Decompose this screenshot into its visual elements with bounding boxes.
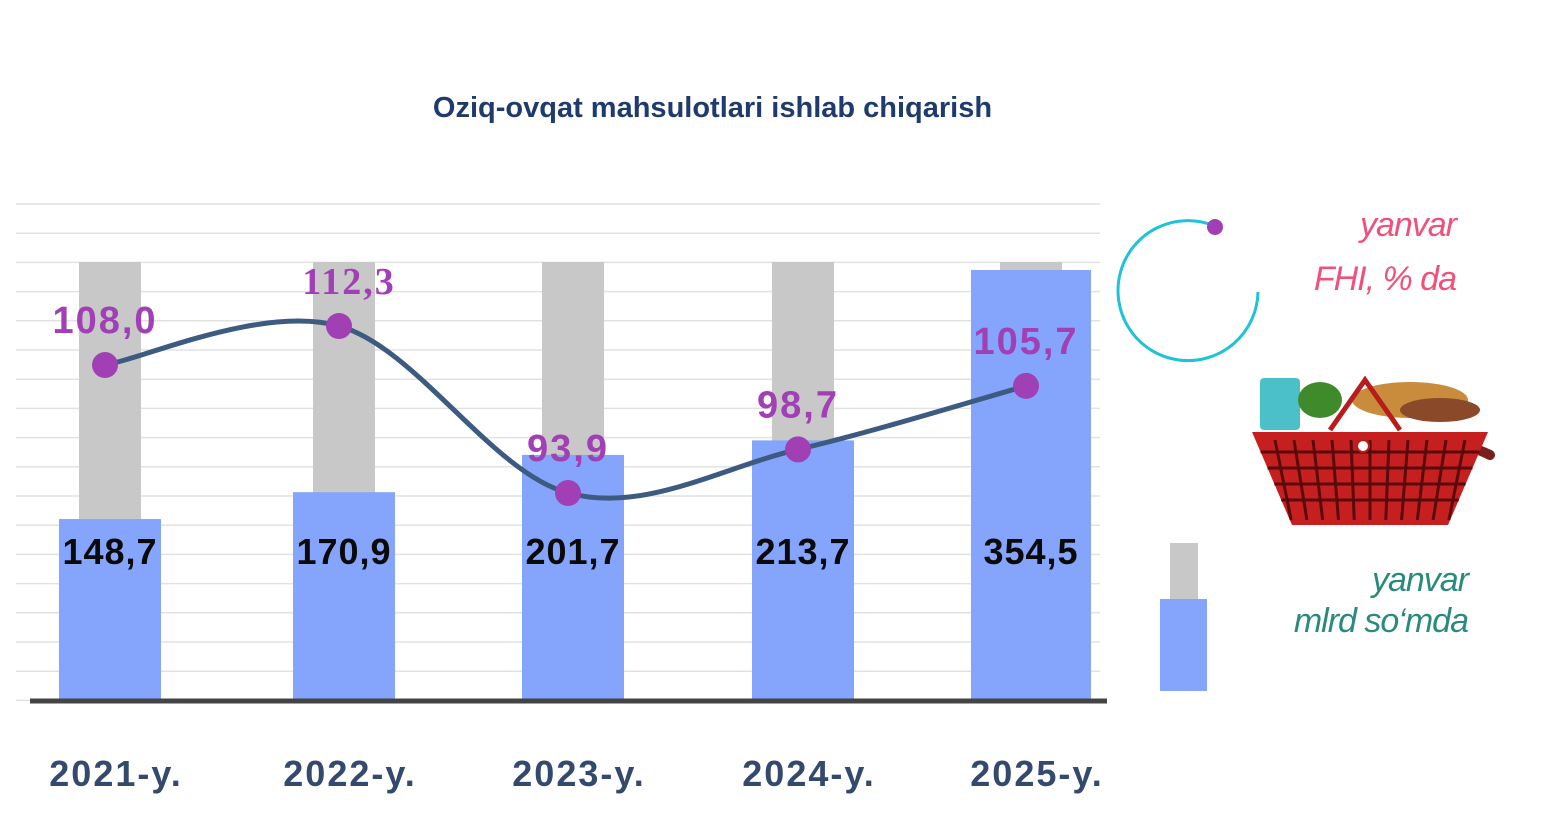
- bar: [752, 440, 854, 699]
- x-tick-label: 2025-y.: [970, 753, 1103, 794]
- bars: [59, 270, 1091, 699]
- x-tick-labels: 2021-y. 2022-y. 2023-y. 2024-y. 2025-y.: [49, 753, 1103, 794]
- chart-title: Oziq-ovqat mahsulotlari ishlab chiqarish: [432, 92, 993, 124]
- x-tick-label: 2022-y.: [283, 753, 416, 794]
- legend-line-label-2: FHI, % da: [1313, 260, 1457, 299]
- x-tick-label: 2024-y.: [742, 753, 875, 794]
- bar: [293, 492, 395, 699]
- bar-value-labels: 148,7 170,9 201,7 213,7 354,5: [62, 531, 1078, 572]
- legend-bar-label-1: yanvar: [1371, 561, 1469, 599]
- line-point: [92, 352, 118, 379]
- bar-value-label: 148,7: [62, 531, 157, 572]
- line-value-label: 112,3: [302, 261, 395, 303]
- legend-line-marker: [1207, 219, 1223, 235]
- line-value-label: 105,7: [973, 321, 1078, 363]
- line-point: [326, 313, 352, 339]
- bar: [59, 519, 161, 699]
- bar: [971, 270, 1091, 699]
- line-point: [1013, 372, 1039, 399]
- legend-line-label: yanvar FHI, % da: [1260, 198, 1457, 307]
- line-value-label: 108,0: [52, 300, 157, 342]
- line-point: [785, 436, 811, 463]
- ring-icon: [1116, 219, 1260, 363]
- line-value-label: 93,9: [527, 428, 609, 470]
- grocery-basket-icon: [1252, 375, 1495, 525]
- bar-value-label: 354,5: [983, 531, 1078, 572]
- x-tick-label: 2023-y.: [512, 753, 645, 794]
- bar-value-label: 170,9: [296, 531, 391, 572]
- bar-value-label: 201,7: [525, 531, 620, 572]
- legend-bar-label: yanvar mlrd so‘mda: [1240, 560, 1469, 642]
- legend-bar-swatch: [1160, 543, 1207, 691]
- legend-bar-label-2: mlrd so‘mda: [1293, 601, 1469, 640]
- line-series: 108,0 112,3 93,9 98,7 105,7: [52, 261, 1078, 506]
- line-point: [555, 480, 581, 506]
- bar-value-label: 213,7: [755, 531, 850, 572]
- x-tick-label: 2021-y.: [49, 753, 182, 794]
- line-value-label: 98,7: [757, 384, 839, 426]
- legend-line-label-1: yanvar: [1359, 206, 1457, 244]
